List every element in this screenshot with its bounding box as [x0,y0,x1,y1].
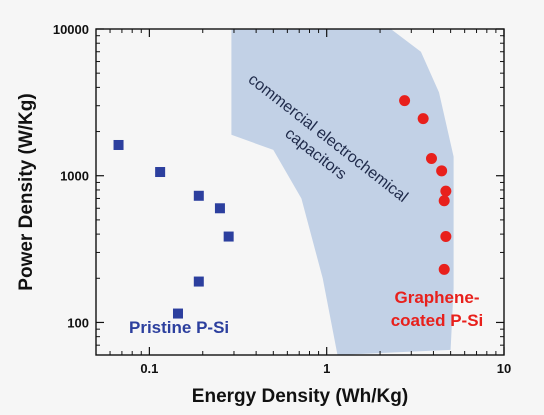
graphene-point [425,153,437,165]
y-axis-title: Power Density (W/Kg) [16,93,37,290]
capacitor-region [231,29,454,355]
graphene-point [438,195,450,207]
graphene-point [436,165,448,177]
pristine-point [223,231,234,242]
graphene-label-line: Graphene- [394,288,479,307]
graphene-point [440,231,452,243]
pristine-point [214,203,225,214]
pristine-point [193,276,204,287]
pristine-point [113,139,124,150]
pristine-point [155,167,166,178]
x-tick-label: 0.1 [140,361,158,376]
x-axis-title: Energy Density (Wh/Kg) [192,386,408,407]
graphene-label-line: coated P-Si [391,311,484,330]
x-tick-label: 10 [497,361,511,376]
pristine-point [172,308,183,319]
capacitor-region-layer [231,29,454,355]
graphene-point [399,95,411,107]
x-tick-label: 1 [323,361,330,376]
graphene-point [438,263,450,275]
y-tick-label: 100 [67,315,89,330]
pristine-label: Pristine P-Si [129,318,229,337]
graphene-label: Graphene-coated P-Si [391,288,484,330]
marks-layer [113,95,452,319]
graphene-point [417,113,429,125]
y-tick-label: 10000 [53,22,89,37]
plot-frame [95,28,505,356]
graphene-point [440,185,452,197]
y-tick-label: 1000 [60,169,89,184]
pristine-point [193,190,204,201]
axes-layer: 0.1 1 10 100 1000 10000 Energy Density (Wh/Kg)… [16,22,511,407]
